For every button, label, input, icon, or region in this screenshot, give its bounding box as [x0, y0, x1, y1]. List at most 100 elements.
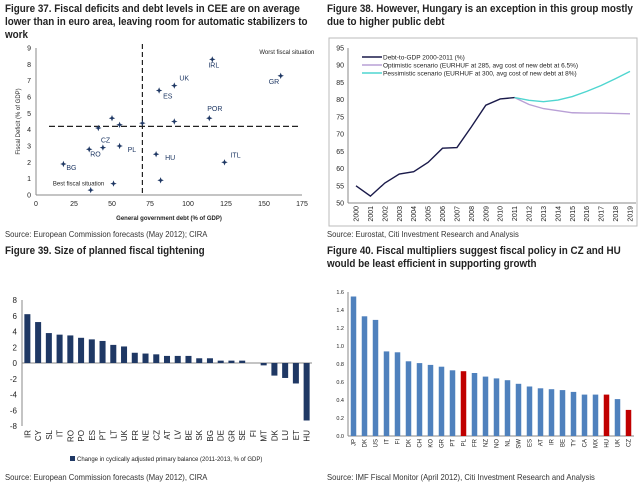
x-tick-label: LU — [281, 430, 290, 440]
scatter-point — [108, 115, 116, 122]
x-tick-label: SL — [45, 429, 54, 439]
x-tick-label: 2008 — [469, 206, 476, 222]
figure-39-title: Figure 39. Size of planned fiscal tighte… — [5, 245, 205, 257]
bar — [493, 378, 500, 436]
legend-label: Pessimistic scenario (EURHUF at 300, avg… — [383, 71, 577, 78]
x-tick-label: 2015 — [570, 206, 577, 222]
figure-40-source: Source: IMF Fiscal Monitor (April 2012),… — [327, 472, 595, 482]
x-tick-label: 0 — [34, 201, 38, 208]
x-tick-label: 75 — [146, 201, 154, 208]
y-tick-label: 65 — [336, 149, 344, 156]
bar — [405, 361, 412, 436]
scatter-point — [139, 119, 146, 127]
x-tick-label: NO — [495, 439, 501, 448]
point-label: ES — [163, 93, 173, 100]
x-tick-label: 2006 — [440, 206, 447, 222]
figure-40-title: Figure 40. Fiscal multipliers suggest fi… — [327, 245, 621, 270]
x-tick-label: 2001 — [368, 206, 375, 222]
y-tick-label: 0.2 — [336, 416, 344, 422]
bar — [110, 344, 117, 363]
y-tick-label: 5 — [27, 111, 31, 118]
y-tick-label: 8 — [27, 62, 31, 69]
legend-label: Optimistic scenario (EURHUF at 285, avg … — [383, 63, 578, 70]
bar — [559, 390, 566, 436]
figure-37-title: Figure 37. Fiscal deficits and debt leve… — [5, 3, 308, 41]
y-tick-label: 85 — [336, 80, 344, 87]
bar — [174, 355, 181, 363]
bar — [153, 354, 160, 363]
figure-39-source: Source: European Commission forecasts (M… — [5, 472, 208, 482]
x-tick-label: IR — [550, 438, 556, 445]
x-tick-label: 2018 — [613, 206, 620, 222]
x-tick-label: BG — [206, 430, 215, 442]
scatter-point — [157, 177, 164, 184]
x-tick-label: HU — [303, 430, 312, 442]
bar — [282, 363, 289, 378]
bar — [603, 394, 610, 436]
x-tick-label: FI — [396, 439, 402, 445]
figure-37-source: Source: European Commission forecasts (M… — [5, 229, 208, 239]
annotation-worst: Worst fiscal situation — [259, 50, 314, 56]
bar — [427, 364, 434, 436]
x-tick-label: AT — [539, 439, 545, 447]
x-tick-label: DK — [270, 429, 279, 441]
x-tick-label: KO — [429, 439, 435, 448]
bar — [35, 322, 42, 363]
scatter-point — [110, 180, 117, 187]
bar — [438, 366, 445, 436]
y-tick-label: 90 — [336, 63, 344, 70]
y-tick-label: 80 — [336, 97, 344, 104]
bar — [131, 352, 138, 363]
x-tick-label: CA — [583, 439, 589, 447]
x-tick-label: RO — [66, 430, 75, 442]
scatter-point — [155, 87, 163, 94]
x-tick-label: 2013 — [541, 206, 548, 222]
x-tick-label: 2010 — [498, 206, 505, 222]
y-tick-label: 9 — [27, 46, 31, 53]
y-tick-label: 6 — [27, 95, 31, 102]
bar — [471, 373, 478, 436]
figure-38-title: Figure 38. However, Hungary is an except… — [327, 3, 633, 28]
bar — [394, 352, 401, 436]
x-axis-label: General government debt (% of GDP) — [116, 216, 222, 222]
bar — [121, 346, 128, 363]
x-tick-label: 2003 — [397, 206, 404, 222]
point-label: PL — [128, 147, 137, 154]
x-tick-label: CZ — [152, 430, 161, 441]
bar — [260, 363, 267, 366]
x-tick-label: 2002 — [382, 206, 389, 222]
bar — [78, 337, 85, 363]
x-tick-label: 25 — [70, 201, 78, 208]
point-label: IRL — [208, 62, 219, 69]
legend-label: Debt-to-GDP 2000-2011 (%) — [383, 55, 465, 62]
bar — [206, 358, 213, 363]
x-tick-label: 2005 — [426, 206, 433, 222]
x-tick-label: AT — [163, 430, 172, 440]
x-tick-label: PT — [451, 439, 457, 447]
y-tick-label: 3 — [27, 144, 31, 151]
bar — [67, 335, 74, 363]
x-tick-label: 2000 — [354, 206, 361, 222]
bar — [504, 380, 511, 436]
y-tick-label: 60 — [336, 166, 344, 173]
y-tick-label: 70 — [336, 132, 344, 139]
bar — [303, 363, 310, 421]
x-tick-label: UK — [120, 429, 129, 441]
x-tick-label: DK — [363, 439, 369, 447]
point-label: BG — [66, 165, 76, 172]
y-axis-label: Fiscal Deficit (% of GDP) — [16, 88, 22, 154]
bar — [383, 351, 390, 436]
scatter-point — [171, 82, 178, 89]
point-label: RO — [90, 151, 101, 158]
x-tick-label: BE — [561, 439, 567, 447]
x-tick-label: CY — [34, 429, 43, 441]
x-tick-label: ES — [528, 439, 534, 447]
bar — [185, 355, 192, 363]
bar — [56, 334, 63, 363]
x-tick-label: CZ — [627, 439, 633, 447]
y-tick-label: -8 — [10, 422, 18, 431]
x-tick-label: ET — [292, 430, 301, 440]
bar — [361, 316, 368, 436]
y-tick-label: 1 — [27, 176, 31, 183]
bar — [142, 353, 149, 363]
